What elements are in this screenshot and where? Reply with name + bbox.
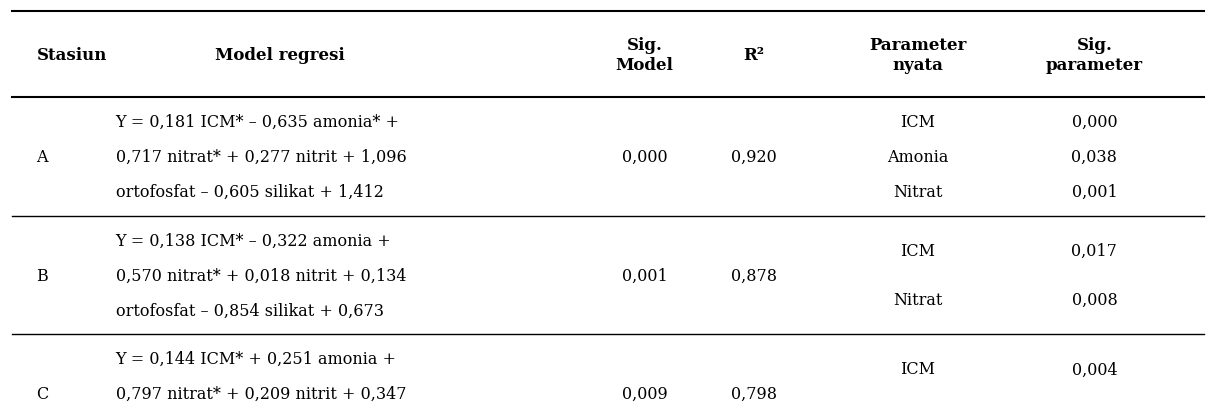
Text: 0,000: 0,000 bbox=[621, 149, 668, 166]
Text: 0,009: 0,009 bbox=[621, 385, 668, 402]
Text: 0,001: 0,001 bbox=[621, 267, 668, 284]
Text: 0,017: 0,017 bbox=[1071, 243, 1118, 259]
Text: ortofosfat – 0,854 silikat + 0,673: ortofosfat – 0,854 silikat + 0,673 bbox=[116, 302, 383, 319]
Text: 0,004: 0,004 bbox=[1071, 361, 1118, 378]
Text: C: C bbox=[36, 385, 49, 402]
Text: Model regresi: Model regresi bbox=[215, 47, 344, 64]
Text: Y = 0,144 ICM* + 0,251 amonia +: Y = 0,144 ICM* + 0,251 amonia + bbox=[116, 351, 396, 367]
Text: Y = 0,138 ICM* – 0,322 amonia +: Y = 0,138 ICM* – 0,322 amonia + bbox=[116, 232, 392, 249]
Text: B: B bbox=[36, 267, 49, 284]
Text: 0,717 nitrat* + 0,277 nitrit + 1,096: 0,717 nitrat* + 0,277 nitrit + 1,096 bbox=[116, 149, 406, 166]
Text: 0,008: 0,008 bbox=[1071, 292, 1118, 308]
Text: Amonia: Amonia bbox=[888, 149, 948, 166]
Text: 0,878: 0,878 bbox=[731, 267, 777, 284]
Text: R²: R² bbox=[743, 47, 765, 64]
Text: ICM: ICM bbox=[901, 243, 935, 259]
Text: Stasiun: Stasiun bbox=[36, 47, 107, 64]
Text: Nitrat: Nitrat bbox=[894, 292, 942, 308]
Text: A: A bbox=[36, 149, 47, 166]
Text: ortofosfat – 0,605 silikat + 1,412: ortofosfat – 0,605 silikat + 1,412 bbox=[116, 184, 383, 200]
Text: Sig.
Model: Sig. Model bbox=[615, 37, 674, 74]
Text: 0,920: 0,920 bbox=[731, 149, 777, 166]
Text: 0,797 nitrat* + 0,209 nitrit + 0,347: 0,797 nitrat* + 0,209 nitrit + 0,347 bbox=[116, 385, 406, 402]
Text: ICM: ICM bbox=[901, 114, 935, 131]
Text: Sig.
parameter: Sig. parameter bbox=[1046, 37, 1143, 74]
Text: Parameter
nyata: Parameter nyata bbox=[869, 37, 967, 74]
Text: Y = 0,181 ICM* – 0,635 amonia* +: Y = 0,181 ICM* – 0,635 amonia* + bbox=[116, 114, 400, 131]
Text: 0,001: 0,001 bbox=[1071, 184, 1118, 200]
Text: Nitrat: Nitrat bbox=[894, 184, 942, 200]
Text: 0,000: 0,000 bbox=[1071, 114, 1118, 131]
Text: 0,798: 0,798 bbox=[731, 385, 777, 402]
Text: ICM: ICM bbox=[901, 361, 935, 378]
Text: 0,570 nitrat* + 0,018 nitrit + 0,134: 0,570 nitrat* + 0,018 nitrit + 0,134 bbox=[116, 267, 406, 284]
Text: 0,038: 0,038 bbox=[1071, 149, 1118, 166]
